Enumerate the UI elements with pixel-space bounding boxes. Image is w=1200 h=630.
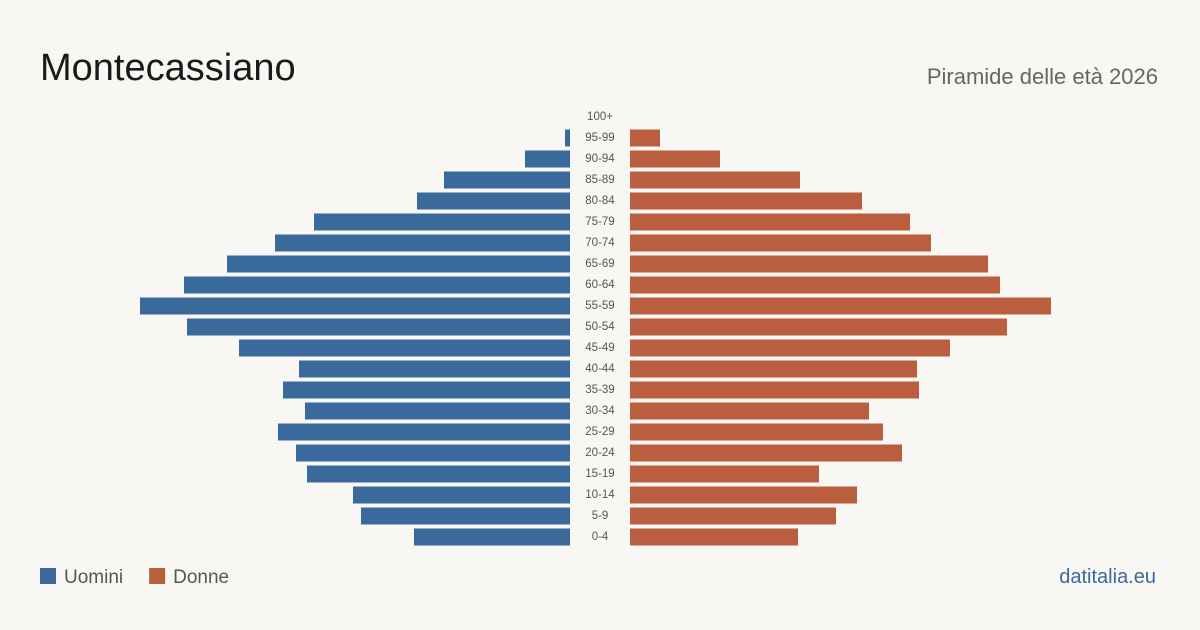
bar [630, 255, 988, 273]
bar [630, 192, 862, 210]
age-label: 60-64 [585, 279, 615, 291]
age-label: 40-44 [585, 363, 615, 375]
chart-subtitle: Piramide delle età 2026 [927, 64, 1158, 89]
age-label: 10-14 [585, 489, 615, 501]
age-label: 50-54 [585, 321, 615, 333]
age-label: 100+ [587, 111, 613, 123]
age-label: 45-49 [585, 342, 614, 354]
bar [630, 360, 917, 378]
bar [630, 402, 869, 420]
age-label: 30-34 [585, 405, 615, 417]
age-label: 95-99 [585, 132, 614, 144]
bar [565, 129, 570, 147]
bar [630, 507, 836, 525]
bar [444, 171, 570, 189]
bar [630, 171, 800, 189]
age-label: 80-84 [585, 195, 615, 207]
bar [140, 297, 570, 315]
bar [630, 297, 1051, 315]
age-label: 25-29 [585, 426, 614, 438]
source: datitalia.eu [1059, 566, 1156, 588]
age-label: 5-9 [592, 510, 609, 522]
bar [630, 465, 819, 483]
bar [361, 507, 570, 525]
bar [630, 339, 950, 357]
bar [239, 339, 570, 357]
age-label: 65-69 [585, 258, 614, 270]
bar [630, 423, 883, 441]
bar [417, 192, 570, 210]
bar [630, 528, 798, 546]
bar [630, 213, 910, 231]
bar [314, 213, 570, 231]
bar [307, 465, 570, 483]
age-label: 0-4 [592, 531, 609, 543]
bar [187, 318, 570, 336]
age-label: 85-89 [585, 174, 614, 186]
bar [278, 423, 570, 441]
bar [630, 444, 902, 462]
bar [227, 255, 570, 273]
bar [630, 129, 660, 147]
bar [275, 234, 570, 252]
bar [283, 381, 570, 399]
age-label: 75-79 [585, 216, 614, 228]
bar [305, 402, 570, 420]
bar [630, 276, 1000, 294]
bar [525, 150, 570, 168]
age-label: 15-19 [585, 468, 614, 480]
legend-label: Uomini [64, 567, 123, 588]
age-label: 20-24 [585, 447, 615, 459]
age-label: 35-39 [585, 384, 614, 396]
bar [414, 528, 570, 546]
bar [299, 360, 570, 378]
bar [630, 150, 720, 168]
age-label: 70-74 [585, 237, 615, 249]
age-label: 55-59 [585, 300, 614, 312]
age-label: 90-94 [585, 153, 615, 165]
bar [296, 444, 570, 462]
chart-title: Montecassiano [40, 47, 296, 89]
legend-swatch [149, 568, 166, 584]
bar [353, 486, 570, 504]
legend-label: Donne [173, 567, 229, 588]
legend-swatch [40, 568, 56, 584]
bar [184, 276, 570, 294]
bar [630, 234, 931, 252]
bar [630, 318, 1007, 336]
bar [630, 381, 919, 399]
bar [630, 486, 857, 504]
